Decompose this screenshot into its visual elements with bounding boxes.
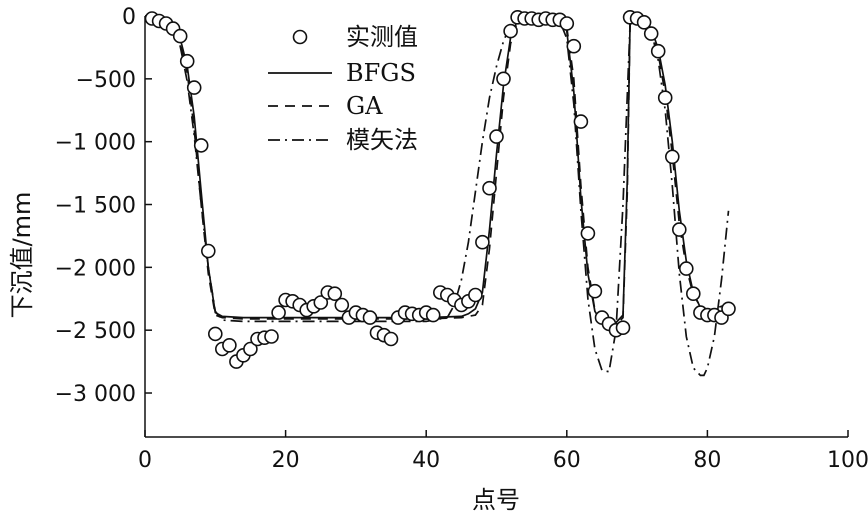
- y-axis-title: 下沉值/mm: [8, 192, 36, 319]
- data-point: [559, 16, 575, 31]
- x-tick-label: 40: [412, 448, 440, 473]
- data-point: [334, 297, 350, 313]
- data-point: [383, 331, 399, 347]
- data-point: [425, 307, 441, 323]
- data-point: [489, 129, 504, 144]
- data-point: [186, 80, 202, 95]
- data-point: [721, 301, 736, 317]
- y-tick-label: −1 500: [55, 194, 136, 219]
- data-point: [208, 326, 223, 342]
- x-tick-label: 100: [827, 448, 868, 473]
- data-point: [615, 320, 631, 336]
- data-point: [201, 243, 216, 259]
- data-point: [496, 71, 511, 87]
- data-point: [580, 226, 596, 241]
- data-point: [222, 337, 237, 353]
- axes: [144, 16, 848, 438]
- data-point: [671, 222, 687, 237]
- data-point: [271, 305, 286, 320]
- data-point: [468, 287, 483, 303]
- data-point: [566, 38, 582, 54]
- ticks: 0 20 40 60 80 100 0 −500 −1 000 −1 500 −2 000 −2 50…: [55, 5, 868, 473]
- x-tick-label: 60: [553, 448, 581, 473]
- data-point: [482, 180, 497, 196]
- legend-label: 实测值: [346, 23, 418, 51]
- data-point: [193, 138, 209, 153]
- y-tick-label: −3 000: [55, 382, 136, 407]
- data-point: [475, 234, 490, 250]
- y-tick-label: 0: [122, 5, 136, 30]
- series-line-1: [144, 15, 722, 327]
- data-point: [179, 53, 195, 69]
- data-point: [678, 261, 694, 276]
- data-point: [172, 28, 188, 44]
- data-point: [685, 286, 701, 302]
- data-point: [636, 14, 652, 30]
- legend-label: 模矢法: [346, 126, 418, 154]
- y-tick-label: −1 000: [55, 131, 136, 156]
- data-point: [362, 310, 378, 325]
- legend-label: GA: [346, 92, 383, 120]
- x-tick-label: 0: [138, 448, 152, 473]
- data-point: [313, 295, 329, 310]
- data-point: [264, 329, 279, 344]
- y-tick-label: −2 500: [55, 319, 136, 344]
- x-axis-title: 点号: [472, 486, 520, 514]
- legend: 实测值 BFGS GA 模矢法: [268, 23, 418, 154]
- data-point: [243, 341, 258, 357]
- x-tick-label: 20: [272, 448, 300, 473]
- x-tick-label: 80: [693, 448, 721, 473]
- data-point: [587, 283, 603, 299]
- data-point: [327, 286, 343, 302]
- data-point: [643, 26, 659, 41]
- plot-area: [144, 9, 736, 377]
- data-point: [657, 90, 673, 105]
- series-line-2: [144, 15, 729, 329]
- legend-marker: [292, 29, 308, 45]
- y-tick-label: −2 000: [55, 256, 136, 281]
- data-point: [573, 114, 589, 129]
- data-point: [503, 23, 518, 39]
- legend-label: BFGS: [346, 59, 416, 87]
- data-point: [664, 149, 680, 165]
- y-tick-label: −500: [76, 68, 136, 93]
- series-line-3: [144, 15, 730, 377]
- data-point: [650, 43, 666, 59]
